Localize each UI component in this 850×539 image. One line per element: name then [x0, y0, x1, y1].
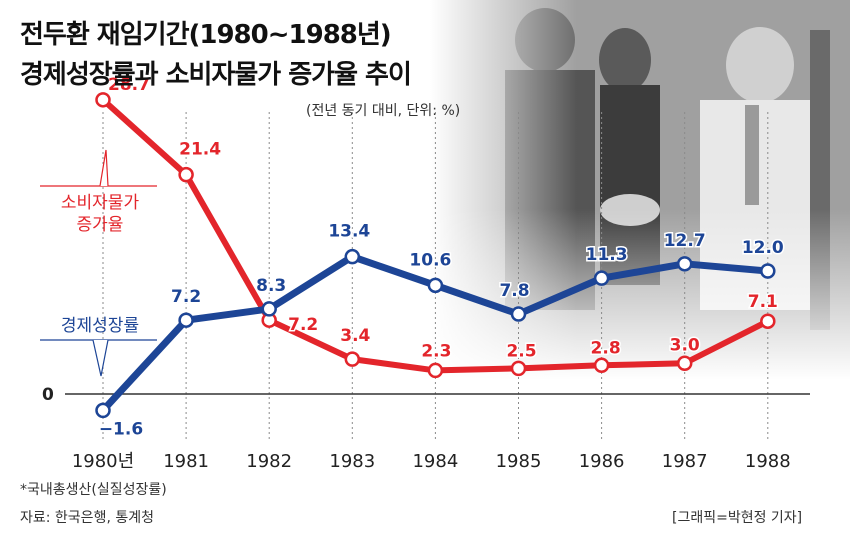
x-tick-label-7: 1987 — [662, 451, 708, 472]
graphic-credit: [그래픽=박현정 기자] — [672, 510, 803, 526]
zero-label: 0 — [42, 385, 54, 405]
cpi-point-1 — [178, 166, 194, 183]
unit-note: (전년 동기 대비, 단위: %) — [306, 103, 461, 119]
gdp-point-1 — [178, 312, 194, 328]
cpi-point-8 — [760, 313, 776, 329]
gdp-point-5 — [510, 306, 527, 322]
cpi-data-label-4: 2.3 — [421, 341, 451, 361]
background-photo — [430, 0, 850, 380]
cpi-data-label-1: 21.4 — [179, 140, 221, 160]
gdp-data-label-8: 12.0 — [742, 238, 784, 258]
x-tick-label-5: 1985 — [496, 451, 542, 472]
legend-gdp-label: 경제성장률 — [61, 316, 139, 336]
cpi-data-label-0: 28.7 — [108, 75, 150, 95]
cpi-point-6 — [593, 357, 610, 374]
gdp-data-label-7: 12.7 — [664, 231, 706, 251]
cpi-point-7 — [676, 355, 693, 371]
cpi-callout-pointer — [99, 149, 109, 187]
legend-cpi-label-1: 소비자물가 — [61, 193, 140, 213]
gdp-data-label-4: 10.6 — [409, 250, 451, 270]
x-tick-label-0: 1980년 — [72, 451, 134, 472]
x-tick-label-1: 1981 — [163, 451, 209, 472]
cpi-point-5 — [510, 360, 527, 377]
gdp-callout-pointer — [92, 339, 109, 377]
gdp-data-label-0: −1.6 — [99, 419, 143, 439]
x-tick-label-2: 1982 — [246, 451, 292, 472]
chart-title-line1: 전두환 재임기간(1980~1988년) — [20, 20, 392, 50]
cpi-data-label-3: 3.4 — [340, 326, 370, 346]
gdp-point-4 — [427, 277, 444, 294]
cpi-data-label-5: 2.5 — [506, 341, 536, 361]
chart-title-line2: 경제성장률과 소비자물가 증가율 추이 — [20, 60, 412, 90]
cpi-data-label-7: 3.0 — [670, 335, 700, 355]
gdp-point-2 — [261, 301, 277, 317]
legend-cpi-label-2: 증가율 — [77, 215, 124, 235]
gdp-point-7 — [676, 256, 693, 272]
gdp-point-6 — [593, 270, 610, 286]
gdp-data-label-6: 11.3 — [586, 245, 628, 265]
footnote: *국내총생산(실질성장률) — [20, 482, 167, 498]
gdp-point-0 — [95, 402, 111, 419]
cpi-data-label-2: 7.2 — [288, 315, 318, 335]
gdp-data-label-3: 13.4 — [328, 222, 370, 242]
gdp-point-8 — [760, 263, 776, 279]
cpi-point-4 — [427, 362, 444, 379]
source-note: 자료: 한국은행, 통계청 — [20, 510, 154, 526]
cpi-point-3 — [344, 351, 361, 367]
gdp-data-label-5: 7.8 — [499, 281, 529, 301]
x-tick-label-4: 1984 — [412, 451, 458, 472]
cpi-point-0 — [95, 92, 111, 108]
x-tick-label-6: 1986 — [579, 451, 625, 472]
gdp-point-3 — [344, 248, 361, 265]
gdp-data-label-2: 8.3 — [256, 276, 286, 296]
x-tick-label-3: 1983 — [329, 451, 375, 472]
cpi-data-label-6: 2.8 — [591, 338, 621, 358]
x-tick-label-8: 1988 — [745, 451, 791, 472]
gdp-data-label-1: 7.2 — [171, 287, 201, 307]
cpi-data-label-8: 7.1 — [748, 292, 778, 312]
